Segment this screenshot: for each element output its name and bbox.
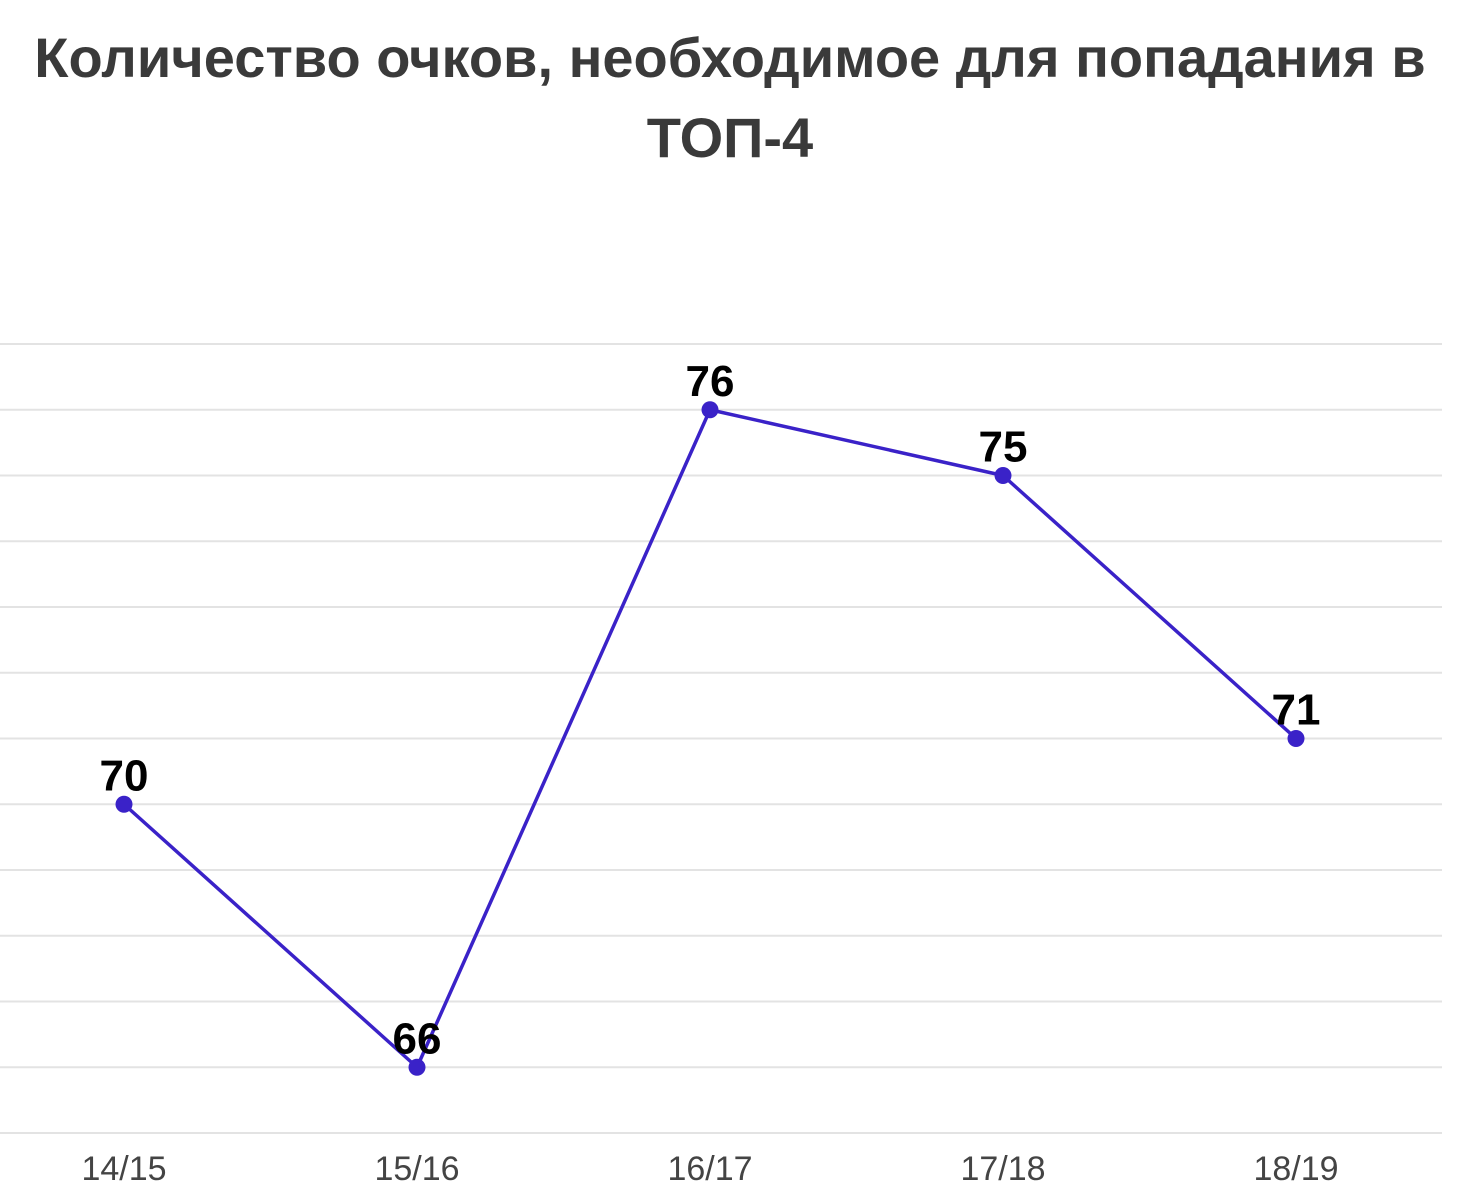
x-tick-label: 17/18 <box>960 1150 1045 1188</box>
x-tick-label: 15/16 <box>374 1150 459 1188</box>
data-label: 66 <box>393 1014 442 1063</box>
chart-title: Количество очков, необходимое для попада… <box>34 26 1426 169</box>
data-labels: 70 66 76 75 71 <box>100 357 1321 1064</box>
data-point[interactable] <box>994 467 1012 484</box>
data-label: 70 <box>100 751 149 800</box>
x-tick-label: 18/19 <box>1253 1150 1338 1188</box>
data-label: 71 <box>1272 686 1321 735</box>
series-points-line <box>115 401 1305 1076</box>
x-axis-tick-labels: 14/15 15/16 16/17 17/18 18/19 <box>81 1150 1338 1188</box>
data-point[interactable] <box>115 795 133 813</box>
data-point[interactable] <box>1287 730 1305 747</box>
x-tick-label: 16/17 <box>667 1150 752 1188</box>
data-label: 76 <box>686 357 735 406</box>
data-point[interactable] <box>701 401 719 419</box>
x-tick-label: 14/15 <box>81 1150 166 1188</box>
data-label: 75 <box>979 423 1028 472</box>
gridlines <box>0 343 1442 1134</box>
data-point[interactable] <box>408 1058 426 1076</box>
